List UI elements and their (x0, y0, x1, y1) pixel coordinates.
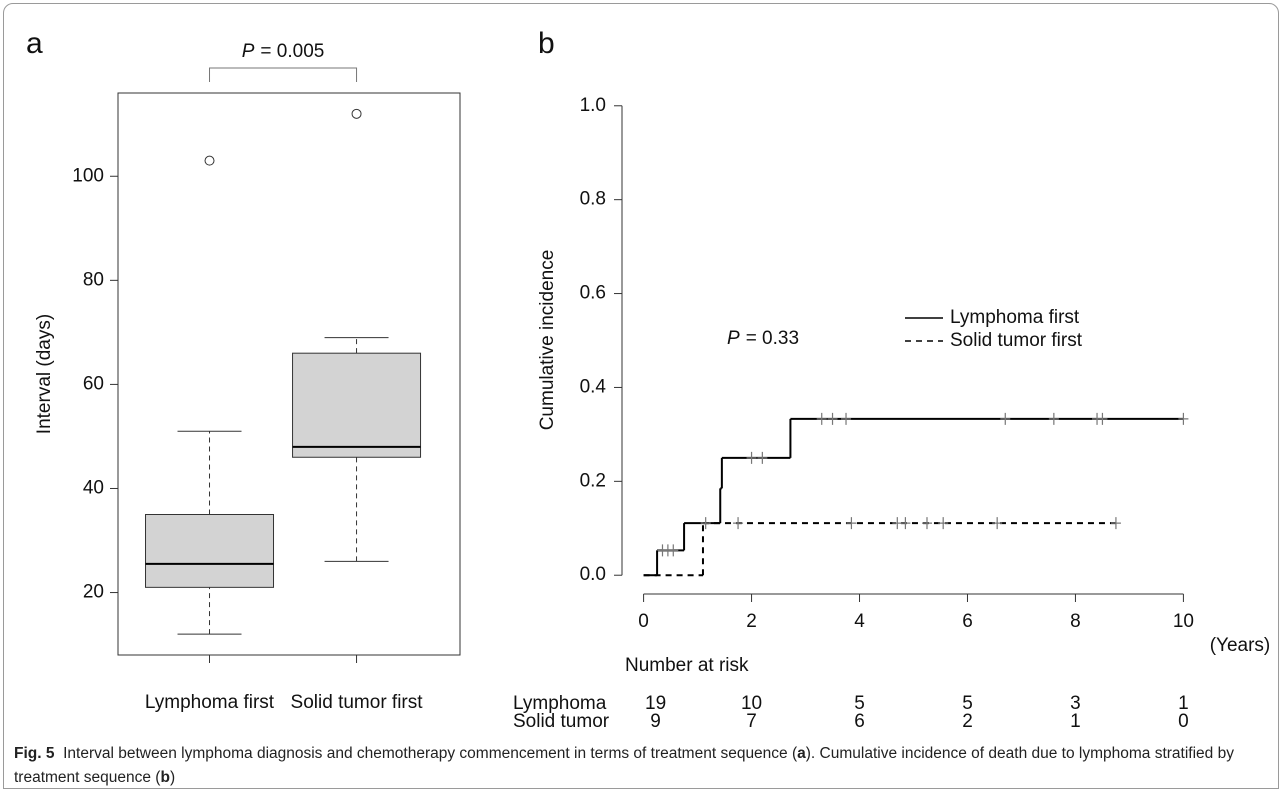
risk-count: 0 (1178, 711, 1189, 732)
risk-row-name: Lymphoma (513, 693, 607, 714)
y-tick-label: 40 (83, 477, 104, 498)
x-tick-label: 0 (638, 611, 649, 632)
y-tick-label: 80 (83, 269, 104, 290)
y-axis-label: Cumulative incidence (537, 250, 558, 431)
censor-mark (938, 517, 949, 530)
censor-mark (668, 544, 679, 557)
censor-mark (846, 517, 857, 530)
p-symbol: P (727, 328, 740, 349)
risk-count: 3 (1070, 693, 1081, 714)
risk-count: 5 (962, 693, 973, 714)
p-value: P = 0.33 (727, 328, 799, 349)
censor-mark (1000, 412, 1011, 425)
panel-label: b (538, 27, 555, 60)
y-tick-label: 0.0 (580, 564, 606, 585)
risk-count: 10 (741, 693, 762, 714)
y-tick-label: 0.4 (580, 376, 607, 397)
risk-count: 1 (1070, 711, 1081, 732)
y-axis-label: Interval (days) (34, 314, 55, 434)
figure-frame (3, 3, 1279, 789)
caption-text: Interval between lymphoma diagnosis and … (54, 745, 798, 762)
censor-mark (746, 451, 757, 464)
box (145, 514, 275, 588)
caption-bold: a (797, 745, 806, 762)
censor-mark (733, 517, 744, 530)
censor-mark (1097, 412, 1108, 425)
p-symbol: P (242, 41, 255, 62)
x-tick-label: 2 (746, 611, 757, 632)
censor-mark (1110, 517, 1121, 530)
risk-count: 9 (650, 711, 661, 732)
risk-count: 5 (854, 693, 865, 714)
risk-row-name: Solid tumor (513, 711, 610, 732)
censor-mark (1048, 412, 1059, 425)
caption-bold: b (160, 769, 170, 786)
caption-bold: Fig. 5 (14, 745, 55, 762)
censor-mark (992, 517, 1003, 530)
y-tick-label: 0.2 (580, 470, 606, 491)
caption-text: ). Cumulative incidence of death due to … (14, 745, 1239, 786)
censor-mark (816, 412, 827, 425)
p-bracket (209, 67, 358, 82)
x-tick-label: 6 (962, 611, 973, 632)
y-tick-label: 0.6 (580, 283, 606, 304)
censor-mark (921, 517, 932, 530)
risk-count: 19 (645, 693, 666, 714)
legend-label: Solid tumor first (950, 330, 1083, 351)
risk-count: 1 (1178, 693, 1189, 714)
y-tick-label: 100 (72, 165, 104, 186)
panel-label: a (26, 27, 43, 60)
plot-frame (117, 92, 461, 656)
risk-count: 6 (854, 711, 865, 732)
censor-mark (900, 517, 911, 530)
p-value: P = 0.005 (242, 41, 325, 62)
outlier (351, 108, 362, 119)
risk-title: Number at risk (625, 655, 749, 676)
censor-mark (757, 451, 768, 464)
p-text: = 0.005 (260, 41, 324, 62)
outlier (204, 155, 215, 166)
x-tick-label: 8 (1070, 611, 1081, 632)
censor-mark (1178, 412, 1189, 425)
risk-count: 7 (746, 711, 757, 732)
p-text: = 0.33 (746, 328, 799, 349)
y-tick-label: 1.0 (580, 95, 606, 116)
x-tick-label: 4 (854, 611, 865, 632)
y-tick-label: 20 (83, 582, 104, 603)
y-tick-label: 0.8 (580, 189, 606, 210)
legend-label: Lymphoma first (950, 307, 1080, 328)
box (292, 352, 422, 458)
x-tick-label: Solid tumor first (291, 692, 424, 713)
x-tick-label: 10 (1173, 611, 1194, 632)
censor-mark (841, 412, 852, 425)
risk-count: 2 (962, 711, 973, 732)
y-tick-label: 60 (83, 373, 104, 394)
caption-text: ) (169, 769, 176, 786)
censor-mark (700, 517, 711, 530)
censor-mark (827, 412, 838, 425)
x-tick-label: Lymphoma first (145, 692, 275, 713)
caption: Fig. 5 Interval between lymphoma diagnos… (14, 742, 1264, 790)
x-unit-label: (Years) (1210, 635, 1271, 656)
